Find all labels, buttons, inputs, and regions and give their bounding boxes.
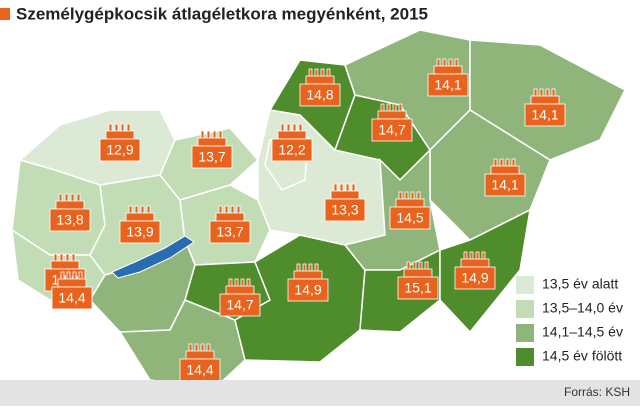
county-value: 14,5: [396, 210, 423, 226]
cake-label: 14,1: [484, 158, 526, 197]
county-value: 14,8: [306, 87, 333, 103]
cake-base: [389, 206, 431, 230]
county-value: 14,7: [378, 122, 405, 138]
cake-top: [125, 212, 155, 222]
cake-top: [55, 200, 85, 210]
cake-base: [271, 138, 313, 162]
legend-label: 13,5 év alatt: [542, 276, 618, 292]
cake-label: 14,9: [454, 251, 496, 290]
county-value: 14,1: [434, 77, 461, 93]
legend-swatch: [516, 348, 534, 366]
cake-base: [209, 220, 251, 244]
cake-top: [530, 95, 560, 105]
cake-top: [293, 270, 323, 280]
county-value: 14,4: [58, 290, 85, 306]
cake-label: 14,8: [299, 68, 341, 107]
county-value: 14,1: [531, 107, 558, 123]
cake-label: 14,7: [219, 278, 261, 317]
cake-top: [197, 137, 227, 147]
cake-top: [215, 212, 245, 222]
cake-top: [490, 165, 520, 175]
source-bar: [0, 380, 640, 406]
legend-label: 14,1–14,5 év: [542, 324, 623, 340]
legend-label: 13,5–14,0 év: [542, 300, 623, 316]
cake-base: [219, 293, 261, 317]
cake-base: [371, 118, 413, 142]
county-value: 15,1: [404, 280, 431, 296]
cake-top: [185, 350, 215, 360]
cake-base: [51, 286, 93, 310]
title: Személygépkocsik átlagéletkora megyénkén…: [16, 4, 428, 23]
cake-top: [395, 198, 425, 208]
cake-base: [454, 266, 496, 290]
cake-label: 15,1: [397, 261, 439, 300]
cake-label: 14,5: [389, 191, 431, 230]
county-value: 14,9: [461, 270, 488, 286]
legend-swatch: [516, 276, 534, 294]
cake-base: [484, 173, 526, 197]
legend-swatch: [516, 300, 534, 318]
cake-top: [50, 260, 80, 270]
cake-label: 13,7: [209, 205, 251, 244]
cake-top: [225, 285, 255, 295]
cake-label: 14,4: [179, 343, 221, 382]
cake-top: [433, 65, 463, 75]
cake-label: 14,9: [287, 263, 329, 302]
cake-label: 14,1: [427, 58, 469, 97]
county-value: 13,9: [126, 224, 153, 240]
cake-base: [524, 103, 566, 127]
cake-top: [377, 110, 407, 120]
cake-base: [427, 73, 469, 97]
cake-top: [57, 278, 87, 288]
cake-base: [191, 145, 233, 169]
cake-label: 13,8: [49, 193, 91, 232]
cake-label: 12,2: [271, 123, 313, 162]
cake-base: [299, 83, 341, 107]
lake-balaton: [111, 235, 195, 279]
cake-top: [305, 75, 335, 85]
title-marker: [0, 8, 10, 20]
county-value: 13,7: [198, 149, 225, 165]
labels: 12,913,813,813,913,713,714,414,414,714,9…: [44, 58, 566, 382]
legend-swatch: [516, 324, 534, 342]
cake-label: 14,1: [524, 88, 566, 127]
county-value: 14,4: [186, 362, 213, 378]
cake-label: 13,3: [324, 183, 366, 222]
cake-label: 14,4: [51, 271, 93, 310]
cake-top: [330, 190, 360, 200]
county-value: 14,9: [294, 282, 321, 298]
cake-label: 14,7: [371, 103, 413, 142]
cake-base: [287, 278, 329, 302]
cake-base: [324, 198, 366, 222]
source: Forrás: KSH: [564, 385, 630, 399]
cake-base: [49, 208, 91, 232]
cake-base: [119, 220, 161, 244]
county-value: 14,1: [491, 177, 518, 193]
county-value: 14,7: [226, 297, 253, 313]
cake-label: 13,9: [119, 205, 161, 244]
county-value: 12,9: [106, 142, 133, 158]
county-value: 13,3: [331, 202, 358, 218]
cake-top: [105, 130, 135, 140]
legend: 13,5 év alatt 13,5–14,0 év 14,1–14,5 év 14,…: [516, 276, 623, 366]
cake-label: 13,7: [191, 130, 233, 169]
cake-label: 12,9: [99, 123, 141, 162]
county-value: 13,8: [56, 212, 83, 228]
cake-base: [397, 276, 439, 300]
cake-top: [460, 258, 490, 268]
legend-label: 14,5 év fölött: [542, 348, 622, 364]
cake-top: [277, 130, 307, 140]
cake-top: [403, 268, 433, 278]
county-value: 13,7: [216, 224, 243, 240]
county-value: 12,2: [278, 142, 305, 158]
cake-base: [99, 138, 141, 162]
